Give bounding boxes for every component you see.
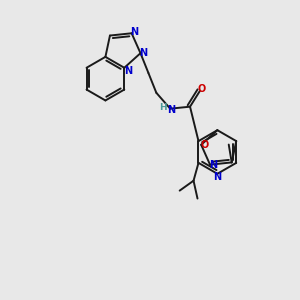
- Text: N: N: [167, 105, 175, 115]
- Text: O: O: [200, 140, 208, 150]
- Text: H: H: [160, 103, 167, 112]
- Text: N: N: [213, 172, 221, 182]
- Text: O: O: [198, 84, 206, 94]
- Text: N: N: [124, 66, 132, 76]
- Text: N: N: [140, 48, 148, 58]
- Text: N: N: [209, 160, 217, 170]
- Text: N: N: [130, 27, 139, 37]
